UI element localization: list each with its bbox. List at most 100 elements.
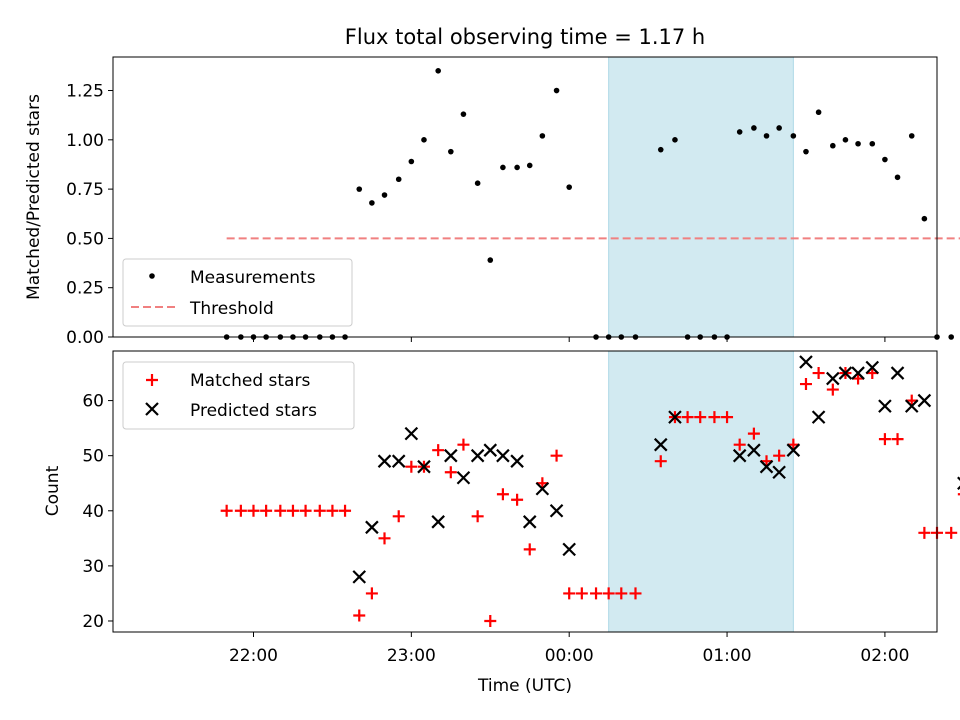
bottom-x-axis: 22:00 23:00 00:00 01:00 02:00: [229, 632, 909, 666]
matched-star-marker: [747, 427, 760, 440]
matched-star-marker: [615, 587, 628, 600]
matched-star-marker: [733, 438, 746, 451]
bottom-plot-frame: [112, 350, 938, 633]
bottom-x-tick-label: 23:00: [387, 646, 436, 666]
bottom-legend: Matched stars Predicted stars: [122, 361, 355, 430]
matched-star-marker: [326, 504, 339, 517]
predicted-star-marker: [377, 454, 392, 468]
measurement-point: [487, 257, 494, 263]
predicted-star-marker: [653, 437, 668, 452]
legend-threshold-label: Threshold: [189, 299, 274, 319]
measurement-point: [908, 133, 915, 139]
matched-star-marker: [299, 504, 312, 517]
predicted-star-marker: [352, 570, 367, 584]
predicted-star-marker: [562, 542, 576, 557]
top-x-tickmarks: [252, 337, 886, 342]
matched-star-marker: [471, 510, 484, 523]
measurement-point: [882, 156, 888, 163]
matched-star-marker: [378, 532, 391, 545]
bottom-y-axis: 20 30 40 50 60: [82, 392, 113, 632]
predicted-star-marker: [522, 515, 537, 529]
predicted-star-marker: [404, 426, 419, 441]
matched-star-marker: [590, 587, 603, 600]
matched-star-marker: [260, 504, 273, 517]
legend-predicted-label: Predicted stars: [190, 401, 317, 421]
matched-star-marker: [234, 504, 247, 517]
measurement-point: [736, 129, 743, 135]
top-panel: 0.00 0.25 0.50 0.75 1.00 1.25 Matched/Predict…: [24, 56, 960, 348]
predicted-star-marker: [365, 520, 379, 535]
matched-star-marker: [812, 367, 825, 380]
matched-star-marker: [629, 587, 642, 600]
measurement-point: [356, 186, 363, 192]
matched-star-marker: [826, 383, 839, 396]
predicted-star-marker: [668, 410, 682, 424]
predicted-star-marker: [772, 465, 786, 479]
matched-star-marker: [945, 526, 958, 539]
count-points: [220, 355, 960, 627]
predicted-star-marker: [483, 443, 498, 457]
predicted-star-marker: [456, 470, 471, 485]
measurement-point: [842, 137, 849, 143]
matched-star-marker: [511, 493, 524, 506]
matched-star-marker: [274, 504, 287, 517]
top-legend: Measurements Threshold: [122, 258, 353, 327]
measurement-point: [566, 184, 572, 190]
matched-star-marker: [602, 587, 615, 600]
predicted-star-marker: [799, 355, 813, 369]
predicted-star-marker: [732, 448, 747, 463]
measurement-point: [435, 68, 441, 74]
top-y-tick-label: 0.50: [66, 229, 104, 249]
matched-star-marker: [654, 455, 667, 468]
matched-star-marker: [708, 411, 721, 424]
top-shaded-region: [608, 56, 794, 338]
top-y-axis: 0.00 0.25 0.50 0.75 1.00 1.25: [66, 82, 113, 348]
measurement-point: [514, 164, 520, 171]
bottom-panel: 20 30 40 50 60 22:00 23:00 00:00 01:00 02:00 Cou…: [43, 350, 960, 696]
matched-star-marker: [432, 444, 445, 457]
bottom-y-tick-label: 60: [82, 392, 104, 412]
predicted-star-marker: [747, 443, 761, 457]
matched-star-marker: [575, 587, 588, 600]
matched-star-marker: [496, 488, 509, 501]
predicted-star-marker: [865, 360, 880, 375]
predicted-star-marker: [496, 448, 510, 463]
top-y-axis-label: Matched/Predicted stars: [24, 94, 44, 300]
bottom-x-tick-label: 02:00: [860, 646, 909, 666]
predicted-star-marker: [838, 366, 853, 380]
measurement-point: [921, 215, 928, 222]
predicted-star-marker: [904, 399, 919, 413]
predicted-star-marker: [535, 481, 550, 496]
measurement-point: [657, 146, 664, 153]
matched-star-marker: [353, 609, 366, 622]
top-y-tick-label: 0.75: [66, 180, 104, 200]
legend-measurements-label: Measurements: [190, 268, 316, 288]
top-shade-rect: [608, 56, 794, 338]
top-legend-box: [122, 258, 353, 327]
bottom-x-tick-label: 01:00: [703, 646, 752, 666]
legend-matched-label: Matched stars: [190, 371, 310, 391]
measurement-point: [500, 164, 506, 171]
bottom-y-tick-label: 20: [82, 612, 104, 632]
bottom-y-tick-label: 40: [82, 502, 104, 522]
bottom-y-tick-label: 50: [82, 447, 104, 467]
matched-star-marker: [523, 543, 536, 556]
predicted-star-marker: [786, 443, 801, 457]
bottom-x-tick-label: 00:00: [545, 646, 594, 666]
measurement-point: [460, 111, 467, 117]
top-y-tick-label: 1.00: [66, 131, 104, 151]
measurement-point: [763, 133, 770, 139]
matched-star-marker: [773, 449, 786, 462]
measurement-point: [948, 334, 955, 340]
bottom-shade-rect: [608, 350, 794, 633]
top-y-tick-label: 1.25: [66, 82, 104, 102]
matched-star-marker: [365, 587, 378, 600]
predicted-star-marker: [431, 515, 445, 529]
matched-star-marker: [799, 378, 812, 391]
predicted-star-marker: [890, 366, 905, 380]
bottom-y-axis-label: Count: [43, 465, 63, 516]
matched-star-marker: [721, 411, 734, 424]
measurement-point: [830, 142, 836, 149]
measurement-point: [539, 133, 546, 139]
measurement-point: [869, 140, 876, 147]
